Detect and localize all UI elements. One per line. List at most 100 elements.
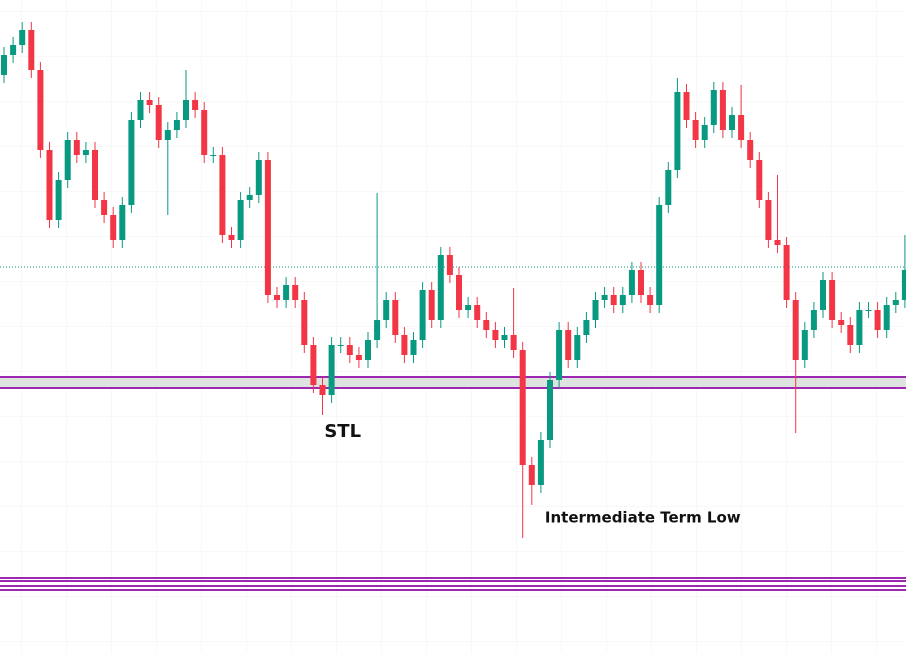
candle-body — [883, 305, 890, 330]
candle-body — [146, 100, 153, 105]
candle-body — [456, 275, 462, 310]
candle-body — [210, 155, 217, 156]
candle-body — [665, 170, 672, 205]
candle-body — [892, 300, 899, 305]
candle-body — [465, 305, 472, 310]
candle-body — [228, 235, 235, 240]
candle-body — [565, 330, 572, 360]
candle-body — [692, 120, 699, 140]
candle-body — [710, 90, 717, 125]
candle-body — [810, 310, 817, 330]
candle-body — [865, 310, 872, 311]
candle-body — [738, 115, 745, 140]
candle-body — [610, 295, 617, 305]
candle-body — [64, 140, 71, 180]
candle-body — [783, 245, 790, 300]
candle-body — [392, 300, 399, 335]
candle-body — [801, 330, 808, 360]
candle-body — [10, 45, 17, 55]
candle-body — [537, 440, 544, 485]
candle-body — [310, 345, 317, 385]
zone — [0, 377, 906, 388]
candle-body — [874, 310, 881, 330]
candle-body — [164, 130, 171, 140]
candle-body — [337, 345, 344, 346]
candle-body — [547, 380, 553, 440]
candle-body — [492, 330, 499, 340]
candle-body — [119, 205, 126, 240]
candle-body — [628, 270, 635, 295]
candle-body — [292, 285, 299, 300]
candle-body — [55, 180, 62, 220]
candle-body — [446, 255, 453, 275]
candle-body — [192, 100, 199, 110]
candle-body — [319, 385, 326, 395]
candle-body — [264, 160, 271, 295]
candle-body — [437, 255, 444, 320]
candle-body — [355, 355, 362, 360]
candle-body — [856, 310, 863, 345]
candle-body — [683, 92, 690, 120]
candle-body — [110, 215, 117, 240]
candle-body — [647, 295, 654, 305]
candle-body — [283, 285, 290, 300]
candle-body — [601, 295, 608, 300]
candle-body — [820, 280, 826, 310]
candle-body — [73, 140, 80, 155]
candle-body — [792, 300, 799, 360]
candle-body — [155, 105, 162, 140]
candle-body — [901, 270, 906, 300]
candle-body — [274, 295, 280, 300]
candle-body — [255, 160, 262, 195]
candle-body — [747, 140, 754, 160]
candle-body — [638, 270, 644, 295]
candle-body — [556, 330, 563, 380]
candle-body — [183, 100, 189, 120]
candle-body — [574, 335, 581, 360]
candle-body — [137, 100, 144, 120]
candle-body — [92, 150, 98, 200]
candle-body — [592, 300, 599, 320]
candle-body — [719, 90, 726, 130]
candle-body — [101, 200, 108, 215]
candle-body — [474, 305, 481, 320]
candle-body — [301, 300, 308, 345]
candle-body — [419, 290, 426, 340]
annotation: Intermediate Term Low — [545, 509, 741, 527]
candle-body — [674, 92, 681, 170]
candle-body — [510, 335, 517, 350]
candle-body — [82, 150, 89, 155]
candle-body — [774, 240, 781, 245]
candle-body — [346, 345, 353, 355]
candle-body — [374, 320, 381, 340]
candle-body — [756, 160, 763, 200]
candle-body — [365, 340, 371, 360]
candle-body — [37, 70, 44, 150]
candle-body — [829, 280, 836, 320]
candle-body — [328, 345, 335, 395]
candle-body — [528, 465, 535, 485]
candle-body — [656, 205, 663, 305]
candle-body — [519, 350, 526, 465]
candle-body — [701, 125, 708, 140]
candle-body — [428, 290, 435, 320]
candle-body — [383, 300, 390, 320]
candle-body — [237, 200, 244, 240]
candle-body — [838, 320, 845, 325]
candle-body — [619, 295, 626, 305]
candle-body — [173, 120, 180, 130]
candle-body — [1, 55, 7, 75]
candle-body — [410, 340, 417, 355]
candle-body — [19, 30, 26, 45]
annotation: STL — [324, 421, 361, 442]
candle-body — [46, 150, 53, 220]
candle-body — [219, 155, 226, 235]
candle-body — [483, 320, 490, 330]
candle-body — [128, 120, 135, 205]
candle-body — [28, 30, 35, 70]
candle-body — [501, 335, 508, 340]
candle-body — [847, 325, 854, 345]
candle-body — [401, 335, 408, 355]
